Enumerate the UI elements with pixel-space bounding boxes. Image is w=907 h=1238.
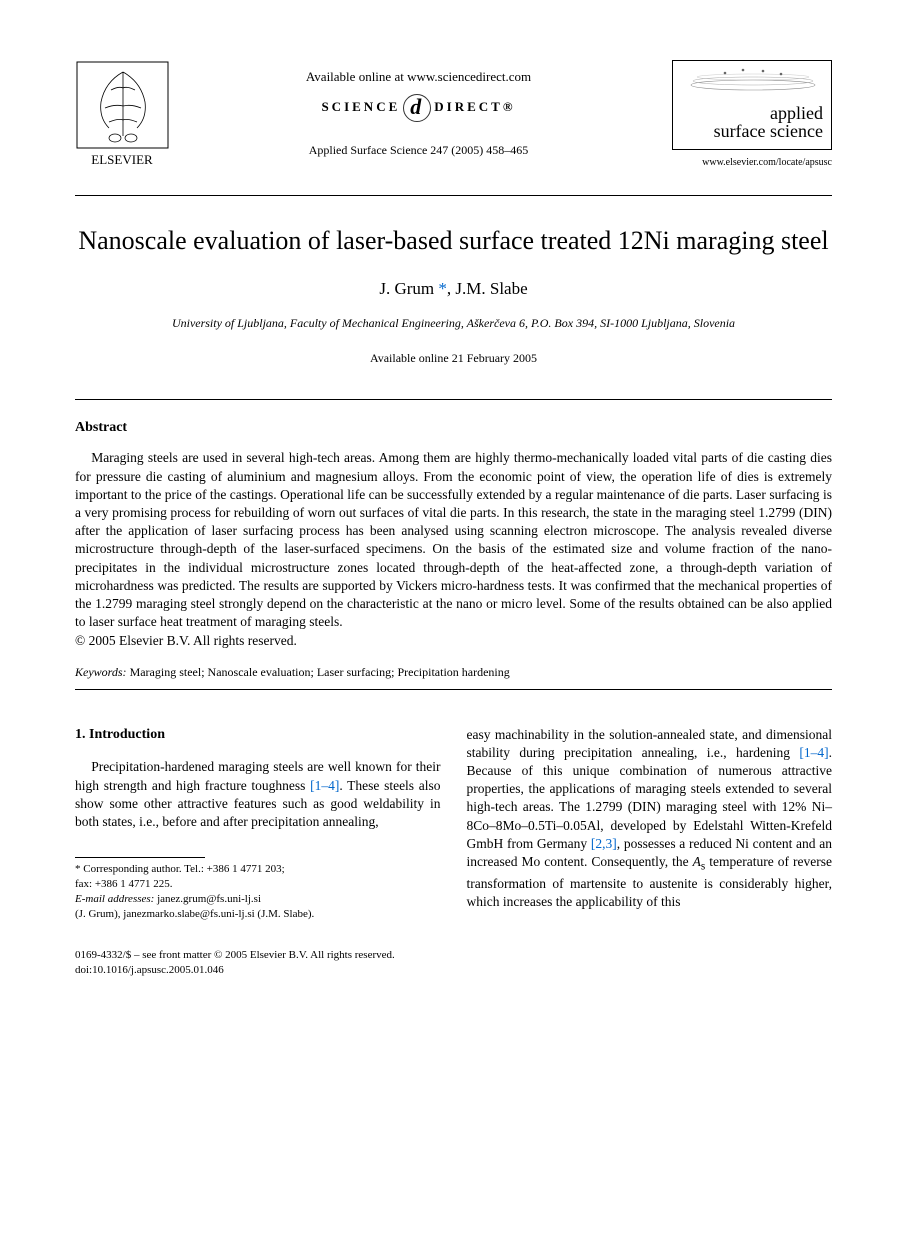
- keywords-label: Keywords:: [75, 665, 127, 679]
- science-direct-right: DIRECT®: [434, 99, 515, 114]
- authors: J. Grum *, J.M. Slabe: [75, 277, 832, 301]
- ref-link-2[interactable]: [1–4]: [799, 745, 828, 760]
- intro-paragraph-2: easy machinability in the solution-annea…: [467, 726, 833, 912]
- science-direct-logo: SCIENCEdDIRECT®: [170, 94, 667, 122]
- science-direct-at-icon: d: [403, 94, 431, 122]
- corresponding-marker[interactable]: *: [438, 279, 447, 298]
- journal-name: applied surface science: [681, 104, 823, 142]
- author-2: J.M. Slabe: [455, 279, 527, 298]
- affiliation: University of Ljubljana, Faculty of Mech…: [75, 315, 832, 332]
- keywords-text: Maraging steel; Nanoscale evaluation; La…: [127, 665, 510, 679]
- abstract-heading: Abstract: [75, 418, 832, 438]
- elsevier-text: ELSEVIER: [91, 152, 153, 167]
- column-right: easy machinability in the solution-annea…: [467, 726, 833, 922]
- abstract-top-divider: [75, 399, 832, 400]
- elsevier-logo-block: ELSEVIER: [75, 60, 170, 177]
- available-online-text: Available online at www.sciencedirect.co…: [170, 68, 667, 86]
- journal-logo-inner: applied surface science: [672, 60, 832, 150]
- journal-logo-box: applied surface science www.elsevier.com…: [667, 60, 832, 170]
- as-variable: A: [693, 854, 701, 869]
- footnote-divider: [75, 857, 205, 858]
- journal-url[interactable]: www.elsevier.com/locate/apsusc: [667, 156, 832, 170]
- journal-name-line1: applied: [770, 103, 823, 123]
- email-names: (J. Grum), janezmarko.slabe@fs.uni-lj.si…: [75, 907, 441, 922]
- ref-link-3[interactable]: [2,3]: [591, 836, 617, 851]
- email-label: E-mail addresses:: [75, 893, 154, 905]
- header-row: ELSEVIER Available online at www.science…: [75, 60, 832, 177]
- keywords: Keywords: Maraging steel; Nanoscale eval…: [75, 664, 832, 681]
- footer-copyright: 0169-4332/$ – see front matter © 2005 El…: [75, 948, 832, 963]
- science-direct-left: SCIENCE: [321, 99, 400, 114]
- abstract-text: Maraging steels are used in several high…: [75, 449, 832, 649]
- email-1[interactable]: janez.grum@fs.uni-lj.si: [154, 893, 261, 905]
- column-left: 1. Introduction Precipitation-hardened m…: [75, 726, 441, 922]
- intro-text-2a: easy machinability in the solution-annea…: [467, 727, 833, 760]
- journal-citation: Applied Surface Science 247 (2005) 458–4…: [170, 142, 667, 159]
- header-divider: [75, 195, 832, 196]
- footer-doi: doi:10.1016/j.apsusc.2005.01.046: [75, 963, 832, 978]
- journal-graphic-icon: [683, 65, 823, 93]
- header-center: Available online at www.sciencedirect.co…: [170, 60, 667, 159]
- author-1: J. Grum: [379, 279, 434, 298]
- abstract-body: Maraging steels are used in several high…: [75, 450, 832, 629]
- footer: 0169-4332/$ – see front matter © 2005 El…: [75, 948, 832, 979]
- email-addresses: E-mail addresses: janez.grum@fs.uni-lj.s…: [75, 892, 441, 907]
- corresponding-fax: fax: +386 1 4771 225.: [75, 877, 441, 892]
- ref-link-1[interactable]: [1–4]: [310, 778, 339, 793]
- abstract-copyright: © 2005 Elsevier B.V. All rights reserved…: [75, 633, 297, 648]
- elsevier-tree-icon: ELSEVIER: [75, 60, 170, 170]
- journal-name-line2: surface science: [714, 121, 823, 141]
- intro-paragraph-1: Precipitation-hardened maraging steels a…: [75, 758, 441, 831]
- body-columns: 1. Introduction Precipitation-hardened m…: [75, 726, 832, 922]
- footnotes: * Corresponding author. Tel.: +386 1 477…: [75, 857, 441, 921]
- abstract-bottom-divider: [75, 689, 832, 690]
- article-title: Nanoscale evaluation of laser-based surf…: [75, 224, 832, 258]
- introduction-heading: 1. Introduction: [75, 726, 441, 745]
- corresponding-author-line: * Corresponding author. Tel.: +386 1 477…: [75, 862, 441, 877]
- available-online-date: Available online 21 February 2005: [75, 350, 832, 367]
